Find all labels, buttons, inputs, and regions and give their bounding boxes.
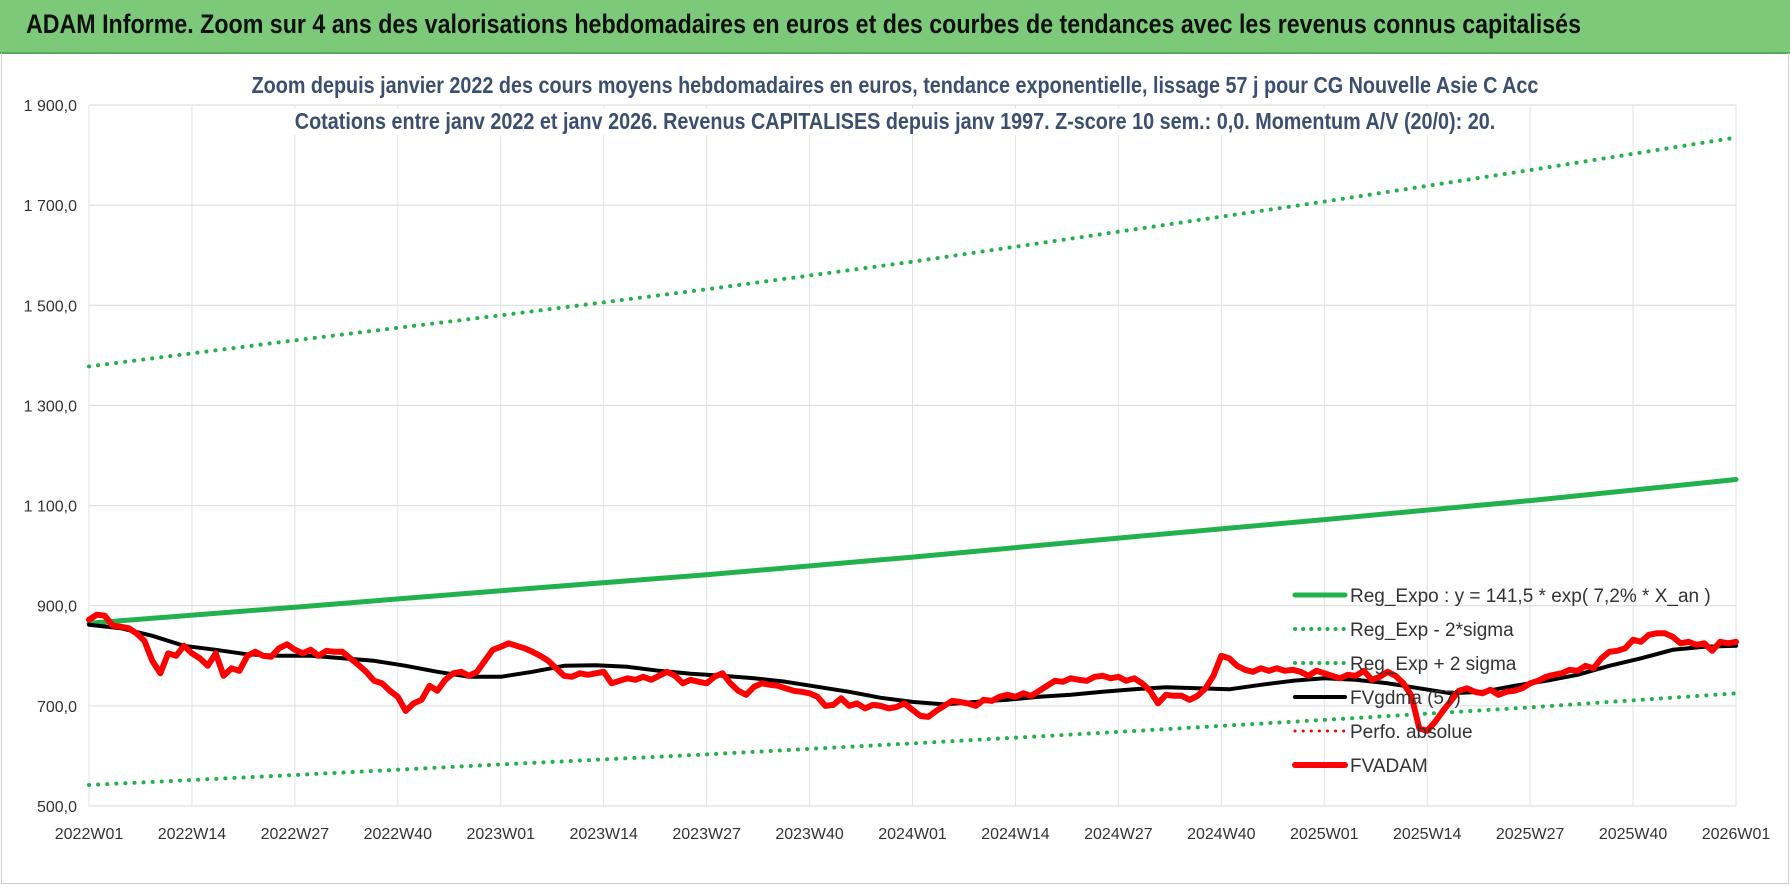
y-tick-label: 1 100,0: [24, 499, 77, 516]
chart-frame: [1, 53, 1789, 884]
x-tick-label: 2022W01: [55, 826, 124, 843]
header-banner: ADAM Informe. Zoom sur 4 ans des valoris…: [0, 0, 1790, 54]
legend-label: Reg_Exp + 2 sigma: [1350, 654, 1517, 675]
series-group: [86, 135, 1739, 787]
legend-label: Perfo. absolue: [1350, 722, 1473, 743]
x-tick-label: 2024W40: [1187, 826, 1256, 843]
y-tick-label: 1 500,0: [24, 298, 77, 315]
y-axis-ticks: 500,0 700,0 900,0 1 100,0 1 300,0 1 500,0 1 70…: [24, 98, 77, 816]
chart-title: Zoom depuis janvier 2022 des cours moyen…: [246, 72, 1544, 99]
x-tick-label: 2026W01: [1702, 826, 1771, 843]
y-tick-label: 1 300,0: [24, 398, 77, 415]
chart-subtitle: Cotations entre janv 2022 et janv 2026. …: [289, 108, 1501, 135]
x-tick-label: 2025W27: [1496, 826, 1565, 843]
x-axis-ticks: 2022W01 2022W14 2022W27 2022W40 2023W01 2023W…: [55, 826, 1771, 843]
x-tick-label: 2022W27: [261, 826, 330, 843]
x-tick-label: 2024W14: [981, 826, 1050, 843]
y-tick-label: 500,0: [37, 799, 77, 816]
legend: Reg_Expo : y = 141,5 * exp( 7,2% * X_an …: [1292, 586, 1711, 777]
x-tick-label: 2025W14: [1393, 826, 1462, 843]
series-line: [86, 611, 1739, 734]
x-tick-label: 2025W40: [1599, 826, 1668, 843]
x-tick-label: 2022W14: [158, 826, 227, 843]
y-tick-label: 1 700,0: [24, 198, 77, 215]
legend-label: FVgdma (57): [1350, 688, 1461, 709]
series-line: [87, 135, 1738, 369]
x-tick-label: 2025W01: [1290, 826, 1359, 843]
x-tick-label: 2022W40: [364, 826, 433, 843]
legend-label: FVADAM: [1350, 756, 1428, 777]
legend-label: Reg_Expo : y = 141,5 * exp( 7,2% * X_an …: [1350, 586, 1711, 607]
y-tick-label: 1 900,0: [24, 98, 77, 115]
y-tick-label: 700,0: [37, 699, 77, 716]
x-tick-label: 2023W01: [467, 826, 536, 843]
x-tick-label: 2023W14: [569, 826, 638, 843]
x-tick-label: 2024W01: [878, 826, 947, 843]
report-title: ADAM Informe. Zoom sur 4 ans des valoris…: [26, 9, 1581, 39]
legend-label: Reg_Exp - 2*sigma: [1350, 620, 1514, 641]
series-line: [86, 477, 1739, 626]
y-tick-label: 900,0: [37, 599, 77, 616]
x-tick-label: 2023W27: [672, 826, 741, 843]
series-line: [87, 691, 1738, 787]
x-tick-label: 2024W27: [1084, 826, 1153, 843]
x-tick-label: 2023W40: [775, 826, 844, 843]
